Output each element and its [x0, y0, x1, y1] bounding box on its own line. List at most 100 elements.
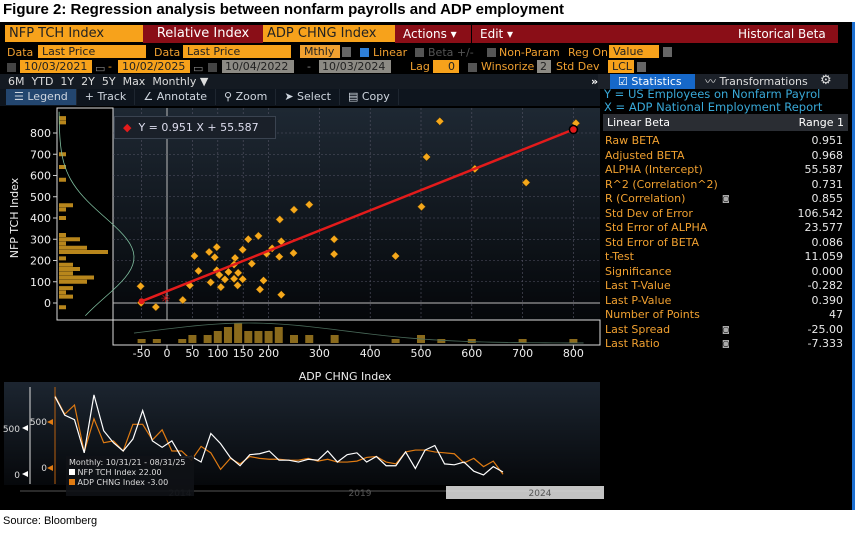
- stat-row: Significance 0.000: [605, 265, 843, 280]
- stat-row: Raw BETA 0.951: [605, 134, 843, 149]
- y-histogram-bar: [59, 116, 66, 121]
- zoom-tool[interactable]: ⚲ Zoom: [216, 89, 277, 105]
- reg-on-select[interactable]: Value: [609, 45, 659, 58]
- actions-menu[interactable]: Actions ▾: [395, 25, 471, 43]
- scatter-point: [190, 251, 199, 261]
- stats-range-label: Range 1: [798, 116, 844, 129]
- annotate-tool[interactable]: ∠ Annotate: [135, 89, 217, 105]
- reg-on-label: Reg On: [568, 46, 609, 59]
- y-histogram-bar: [59, 120, 66, 125]
- scatter-plot-area: [113, 108, 600, 320]
- scatter-point: [194, 266, 203, 276]
- beta-pm-checkbox[interactable]: [415, 48, 424, 57]
- adp-axis-marker: [47, 419, 53, 425]
- scatter-point: [422, 152, 431, 162]
- y-histogram-bar: [59, 233, 66, 237]
- scatter-point: [304, 200, 314, 209]
- std-dev-select[interactable]: LCL: [608, 60, 634, 73]
- reg-on-dropdown-icon[interactable]: [663, 47, 672, 57]
- scatter-point: [229, 274, 239, 284]
- non-param-checkbox[interactable]: [487, 48, 496, 57]
- periodicity-select[interactable]: Mthly: [300, 45, 340, 58]
- chart-toggle-icon[interactable]: ◙: [722, 324, 730, 334]
- start-date-field[interactable]: 10/03/2021: [20, 60, 92, 73]
- stat-label: Adjusted BETA: [605, 148, 685, 162]
- period-5y[interactable]: 5Y: [101, 75, 116, 88]
- x-histogram-bar: [178, 339, 187, 343]
- y-ticker-field[interactable]: NFP TCH Index: [5, 25, 143, 42]
- scatter-point: [259, 276, 268, 285]
- period-2y[interactable]: 2Y: [81, 75, 95, 88]
- calendar-icon[interactable]: ▭: [193, 62, 204, 75]
- winsorize-checkbox[interactable]: [468, 63, 477, 72]
- y-histogram-bar: [59, 177, 66, 182]
- x-tick-label: 500: [411, 347, 432, 360]
- range2-start-field[interactable]: 10/04/2022: [222, 60, 294, 73]
- expand-panel-button[interactable]: »: [591, 75, 599, 88]
- stat-label: Number of Points: [605, 308, 700, 321]
- stat-row: Std Error of BETA 0.086: [605, 236, 843, 251]
- copy-tool[interactable]: ▤ Copy: [340, 89, 399, 105]
- x-tick-label: 400: [360, 347, 381, 360]
- calendar-icon[interactable]: ▭: [95, 62, 106, 75]
- x-ticker-field[interactable]: ADP CHNG Index: [263, 25, 395, 42]
- y-histogram-bar: [59, 279, 87, 284]
- select-tool[interactable]: ➤ Select: [276, 89, 340, 105]
- x-histogram-bar: [244, 331, 253, 343]
- scatter-point: [391, 251, 400, 261]
- scatter-point: [276, 290, 286, 300]
- range1-checkbox[interactable]: [7, 63, 16, 72]
- red-diamond-icon: ◆: [123, 121, 132, 134]
- stat-row: Last T-Value -0.282: [605, 279, 843, 294]
- range2-checkbox[interactable]: [208, 63, 217, 72]
- period-1y[interactable]: 1Y: [60, 75, 75, 88]
- y-description: Y = US Employees on Nonfarm Payrol: [604, 87, 821, 101]
- stat-value: 0.086: [811, 235, 844, 249]
- x-histogram-bar: [203, 335, 212, 343]
- y-tick-label: 600: [30, 170, 51, 183]
- stat-label: Last Ratio: [605, 337, 660, 350]
- edit-menu[interactable]: Edit ▾: [472, 25, 838, 43]
- regression-legend: ◆ Y = 0.951 X + 55.587: [114, 116, 276, 139]
- y-tick-label: 800: [30, 127, 51, 140]
- end-date-field[interactable]: 10/02/2025: [118, 60, 190, 73]
- tab-transformations[interactable]: 〰 Transformations: [705, 74, 808, 89]
- chart-toggle-icon[interactable]: ◙: [722, 194, 730, 203]
- stat-row: Last Spread ◙ -25.00: [605, 323, 843, 338]
- settings-gear-icon[interactable]: ⚙: [820, 73, 832, 88]
- period-ytd[interactable]: YTD: [31, 75, 54, 88]
- stat-label: Significance: [605, 264, 672, 278]
- stat-label: Raw BETA: [605, 134, 660, 147]
- beta-pm-label: Beta +/-: [428, 46, 474, 59]
- stat-value: 0.000: [811, 264, 844, 278]
- periodicity-dropdown-icon[interactable]: [342, 47, 351, 57]
- y-data-field[interactable]: Last Price: [38, 45, 146, 58]
- tab-statistics[interactable]: ☑ Statistics: [610, 74, 695, 89]
- linear-checkbox[interactable]: [360, 48, 369, 57]
- legend-label: Legend: [27, 90, 68, 103]
- scatter-point: [289, 248, 298, 258]
- stat-row: Adjusted BETA 0.968: [605, 149, 843, 164]
- std-dev-dropdown-icon[interactable]: [637, 62, 646, 72]
- frequency-select[interactable]: Monthly ▼: [152, 75, 209, 88]
- x-histogram-bar: [330, 335, 339, 343]
- period-6m[interactable]: 6M: [8, 75, 25, 88]
- adp-swatch: [69, 479, 75, 485]
- winsorize-field[interactable]: 2: [537, 60, 551, 73]
- track-tool[interactable]: + Track: [77, 89, 136, 105]
- relative-index-button[interactable]: Relative Index: [143, 25, 263, 43]
- x-data-field[interactable]: Last Price: [183, 45, 291, 58]
- scatter-point: [275, 215, 285, 224]
- y-histogram-area: [56, 107, 114, 321]
- x-histogram-bar: [391, 339, 400, 343]
- range2-end-field[interactable]: 10/03/2024: [319, 60, 391, 73]
- x-tick-label: -50: [133, 347, 151, 360]
- legend-tool[interactable]: ☰ Legend: [6, 89, 77, 105]
- y-histogram-bar: [59, 207, 66, 212]
- adp-axis-label: 500: [30, 418, 47, 428]
- scatter-point: [274, 252, 284, 262]
- lag-field[interactable]: 0: [433, 60, 459, 73]
- chart-toggle-icon[interactable]: ◙: [722, 339, 730, 348]
- scatter-point: [255, 285, 265, 294]
- period-max[interactable]: Max: [122, 75, 146, 88]
